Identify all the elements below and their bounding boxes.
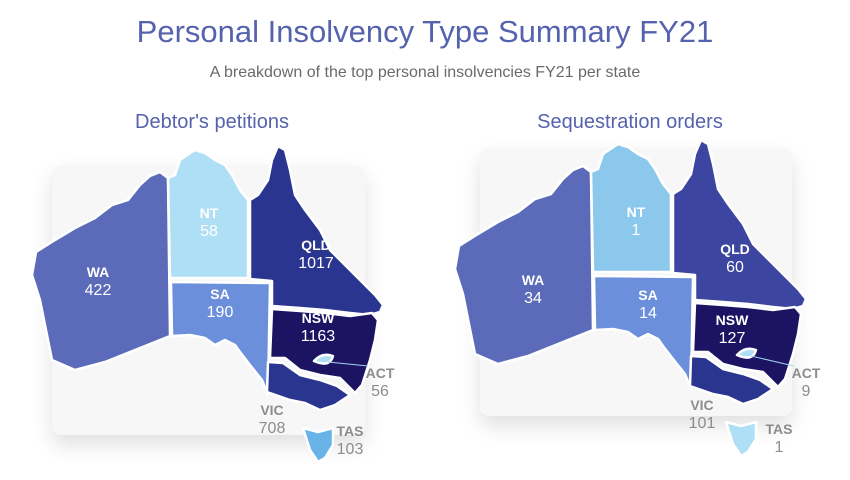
state-nsw	[268, 307, 380, 395]
state-value-nt: 1	[632, 222, 641, 239]
state-act	[735, 347, 758, 359]
state-vic	[265, 360, 352, 412]
state-label-qld: QLD	[301, 237, 331, 253]
map-title-sequestration-orders: Sequestration orders	[537, 111, 723, 133]
state-label-nsw: NSW	[302, 310, 335, 326]
state-tas	[301, 426, 335, 464]
state-value-qld: 60	[726, 259, 744, 276]
state-label-qld: QLD	[720, 241, 750, 257]
state-qld	[248, 144, 385, 317]
act-leader-line	[327, 361, 369, 367]
state-label-tas: TAS	[337, 423, 364, 439]
state-value-wa: 34	[524, 290, 542, 307]
state-value-act: 56	[371, 383, 389, 400]
state-value-nt: 58	[200, 223, 218, 240]
state-value-act: 9	[802, 383, 811, 400]
state-value-tas: 1	[775, 439, 784, 456]
state-sa	[592, 274, 695, 391]
state-label-sa: SA	[638, 287, 657, 303]
state-value-wa: 422	[85, 282, 112, 299]
state-label-vic: VIC	[260, 402, 283, 418]
state-label-nsw: NSW	[716, 312, 749, 328]
state-label-vic: VIC	[690, 397, 713, 413]
state-label-act: ACT	[792, 365, 821, 381]
state-value-nsw: 127	[719, 330, 746, 347]
state-label-act: ACT	[366, 365, 395, 381]
page-title: Personal Insolvency Type Summary FY21	[136, 14, 714, 49]
state-act	[312, 353, 335, 365]
state-sa	[169, 280, 272, 397]
state-label-tas: TAS	[766, 421, 793, 437]
state-label-nt: NT	[627, 204, 646, 220]
state-qld	[671, 138, 808, 311]
state-value-sa: 190	[207, 304, 234, 321]
state-label-sa: SA	[210, 286, 229, 302]
state-nt	[166, 148, 250, 280]
state-value-sa: 14	[639, 305, 657, 322]
state-vic	[688, 354, 775, 406]
page-subtitle: A breakdown of the top personal insolven…	[209, 64, 641, 81]
state-wa	[30, 170, 172, 372]
state-nt	[589, 142, 673, 274]
state-value-tas: 103	[337, 441, 364, 458]
state-tas	[724, 420, 758, 458]
state-nsw	[691, 301, 803, 389]
state-label-wa: WA	[522, 272, 545, 288]
state-value-vic: 708	[259, 420, 286, 437]
map-title-debtors-petitions: Debtor's petitions	[135, 111, 289, 133]
state-value-nsw: 1163	[301, 328, 336, 345]
state-label-nt: NT	[200, 205, 219, 221]
state-wa	[453, 164, 595, 366]
state-label-wa: WA	[87, 264, 110, 280]
state-value-qld: 1017	[298, 255, 334, 272]
act-leader-line	[750, 355, 795, 367]
map-debtor-s-petitions: WA 422 NT 58 QLD 1017 SA 190 NSW 1163 ACT 56 VIC 708 T…	[30, 144, 395, 464]
state-value-vic: 101	[689, 415, 716, 432]
map-sequestration-orders: WA 34 NT 1 QLD 60 SA 14 NSW 127 ACT 9 VIC 101 TAS 1	[453, 138, 821, 458]
